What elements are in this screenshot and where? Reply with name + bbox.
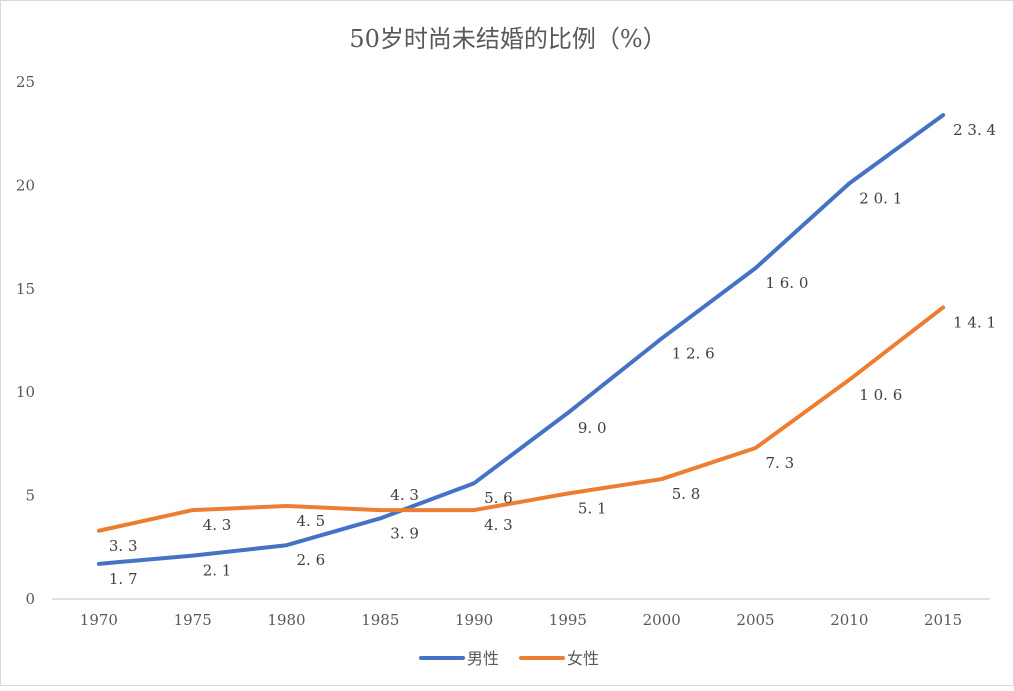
y-tick-label: 15 [16,280,35,298]
x-tick-label: 2010 [830,611,868,629]
data-label: 9. 0 [578,419,607,437]
x-tick-label: 2005 [736,611,774,629]
x-tick-label: 2015 [924,611,962,629]
x-tick-label: 1975 [174,611,212,629]
x-tick-label: 1980 [267,611,305,629]
y-tick-label: 5 [25,487,35,505]
data-label: 2 0. 1 [859,189,902,207]
x-tick-label: 2000 [643,611,681,629]
y-tick-label: 20 [16,176,35,194]
data-label: 1. 7 [109,570,138,588]
data-label: 7. 3 [766,454,795,472]
data-label: 3. 9 [390,524,419,542]
data-label: 4. 5 [297,512,326,530]
x-tick-label: 1995 [549,611,587,629]
y-tick-label: 0 [25,590,35,608]
data-label: 3. 3 [109,537,138,555]
data-label: 1 2. 6 [672,344,715,362]
data-label: 1 6. 0 [766,274,809,292]
y-tick-label: 10 [16,383,35,401]
data-label: 2. 6 [297,551,326,569]
data-label: 4. 3 [484,516,513,534]
data-label: 5. 8 [672,485,701,503]
legend-label: 女性 [567,649,599,668]
data-label: 5. 1 [578,500,607,518]
data-label: 2. 1 [203,562,232,580]
data-label: 2 3. 4 [953,121,996,139]
legend-item-1[interactable]: 男性 [419,649,499,668]
x-tick-label: 1970 [80,611,118,629]
chart-title: 50岁时尚未结婚的比例（%） [349,25,666,53]
series-line-1 [96,113,946,566]
legend-item-2[interactable]: 女性 [519,649,599,668]
series-line-2 [96,305,946,533]
data-label: 1 4. 1 [953,313,996,331]
data-label: 4. 3 [390,486,419,504]
data-label: 1 0. 6 [859,386,902,404]
y-tick-label: 25 [16,73,35,91]
x-tick-label: 1985 [361,611,399,629]
data-label: 5. 6 [484,489,513,507]
legend-label: 男性 [467,649,499,668]
x-tick-label: 1990 [455,611,493,629]
data-label: 4. 3 [203,516,232,534]
